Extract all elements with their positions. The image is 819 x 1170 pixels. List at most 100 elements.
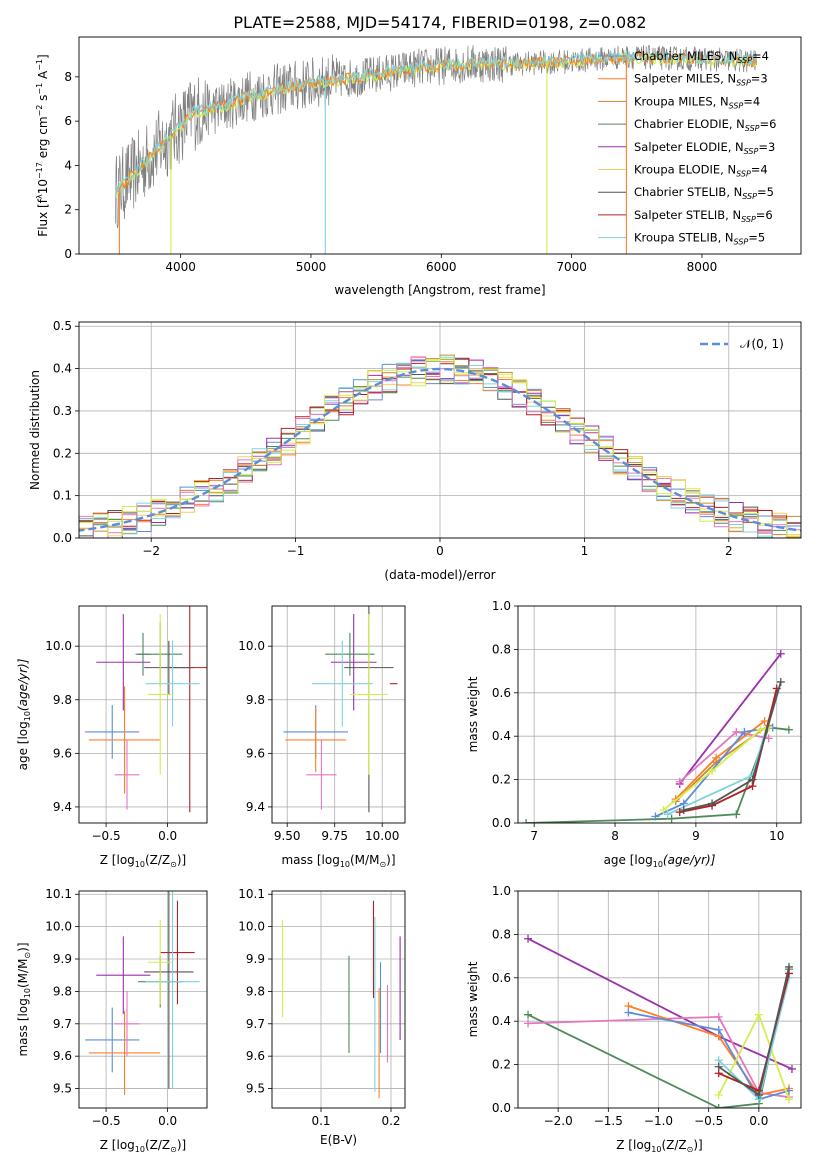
legend-text: Chabrier ELODIE, N bbox=[634, 117, 745, 131]
y-tick-label: 1.0 bbox=[492, 884, 511, 898]
y-axis-label: age [log10(age/yr)] bbox=[16, 658, 32, 770]
y-tick-label: 0.0 bbox=[492, 816, 511, 830]
legend-entry: Salpeter MILES, NSSP=3 bbox=[634, 72, 768, 88]
legend-suffix: =6 bbox=[756, 208, 773, 222]
label-part: (Z/Z bbox=[145, 1138, 170, 1152]
axes-frame bbox=[78, 605, 208, 824]
series-marker bbox=[714, 1012, 723, 1021]
series-line bbox=[527, 937, 793, 1070]
figure-title: PLATE=2588, MJD=54174, FIBERID=0198, z=0… bbox=[233, 13, 646, 32]
label-part: A bbox=[36, 70, 50, 83]
y-tick-label: 1.0 bbox=[492, 599, 511, 613]
label-part: λ bbox=[35, 194, 44, 199]
gaussian-reference bbox=[79, 367, 801, 532]
label-part: 10 bbox=[135, 1145, 145, 1154]
y-tick-label: 10.1 bbox=[238, 887, 265, 901]
legend-sub: SSP bbox=[744, 147, 759, 156]
x-tick-label: −2 bbox=[142, 544, 160, 558]
x-tick-label: 0.0 bbox=[158, 1114, 177, 1128]
label-part: −2 bbox=[35, 105, 44, 117]
legend-sub: SSP bbox=[729, 101, 744, 110]
label-part: erg cm bbox=[36, 116, 50, 162]
x-tick-label: −0.5 bbox=[92, 829, 121, 843]
label-part: Z [log bbox=[616, 1138, 651, 1152]
x-tick-label: 0 bbox=[436, 544, 444, 558]
x-tick-label: 8000 bbox=[687, 260, 718, 274]
y-tick-label: 0.2 bbox=[53, 446, 72, 460]
x-tick-label: −1 bbox=[287, 544, 305, 558]
axes-frame bbox=[271, 605, 406, 824]
label-part: Z [log bbox=[100, 1138, 135, 1152]
legend-text: Chabrier STELIB, N bbox=[634, 185, 742, 199]
label-part: age [log bbox=[604, 853, 653, 867]
y-tick-label: 9.6 bbox=[246, 746, 265, 760]
series-line bbox=[678, 653, 782, 785]
plot-area bbox=[281, 900, 401, 1099]
legend-sub: SSP bbox=[736, 170, 751, 179]
series-line bbox=[628, 1011, 790, 1101]
plot-area bbox=[283, 606, 398, 813]
x-axis-label: age [log10(age/yr)] bbox=[604, 853, 716, 869]
plot-area bbox=[85, 891, 200, 1096]
y-tick-label: 9.6 bbox=[246, 1049, 265, 1063]
y-tick-label: 6 bbox=[64, 114, 72, 128]
x-tick-label: 0.1 bbox=[311, 1114, 330, 1128]
axes-frame bbox=[78, 36, 802, 255]
x-tick-label: 9.50 bbox=[274, 829, 301, 843]
y-tick-label: 9.6 bbox=[53, 746, 72, 760]
series-marker bbox=[764, 734, 773, 743]
plot-area bbox=[79, 354, 801, 538]
x-tick-label: 8 bbox=[611, 829, 619, 843]
series-marker bbox=[524, 1010, 533, 1019]
series-marker bbox=[784, 962, 793, 971]
legend-suffix: =4 bbox=[752, 49, 769, 63]
series-marker bbox=[663, 810, 672, 819]
x-axis-label: E(B-V) bbox=[320, 1133, 357, 1147]
legend-sub: SSP bbox=[741, 215, 756, 224]
series-marker bbox=[732, 727, 741, 736]
y-tick-label: 0.4 bbox=[53, 362, 72, 376]
residual-histogram bbox=[79, 358, 801, 538]
legend-suffix: =5 bbox=[757, 185, 774, 199]
series-line bbox=[662, 726, 769, 811]
legend-text: Chabrier MILES, N bbox=[634, 49, 737, 63]
x-axis-label: Z [log10(Z/Z⊙)] bbox=[616, 1138, 702, 1154]
series-marker bbox=[732, 810, 741, 819]
series-marker bbox=[776, 677, 785, 686]
y-tick-label: 9.6 bbox=[53, 1049, 72, 1063]
label-part: (M/M bbox=[350, 853, 379, 867]
y-tick-label: 9.4 bbox=[53, 800, 72, 814]
y-tick-label: 10.0 bbox=[238, 920, 265, 934]
y-tick-label: 0.1 bbox=[53, 489, 72, 503]
x-tick-label: 7 bbox=[530, 829, 538, 843]
label-part: Flux [f bbox=[36, 198, 50, 236]
label-part: )] bbox=[16, 942, 30, 951]
y-axis-label: Flux [fλ10−17 erg cm−2 s−1 A−1] bbox=[35, 54, 50, 236]
series-marker bbox=[524, 934, 533, 943]
label-part: 10 bbox=[651, 1145, 661, 1154]
line-panel-massweight_vs_Z: −2.0 −1.5 −1.0 −0.5 0.0 0.0 0.2 0.4 0.6 0.8 1.0 Z [… bbox=[466, 884, 802, 1154]
legend-suffix: =4 bbox=[751, 163, 768, 177]
x-tick-label: 0.2 bbox=[381, 1114, 400, 1128]
legend-entry: Kroupa MILES, NSSP=4 bbox=[634, 94, 760, 110]
legend-text: Kroupa ELODIE, N bbox=[634, 163, 736, 177]
y-tick-label: 9.4 bbox=[246, 800, 265, 814]
label-part: age [log bbox=[16, 721, 30, 770]
series-marker bbox=[754, 1090, 763, 1099]
series-marker bbox=[708, 766, 717, 775]
y-tick-label: 9.5 bbox=[246, 1082, 265, 1096]
x-axis-label: Z [log10(Z/Z⊙)] bbox=[100, 1138, 186, 1154]
legend-suffix: =4 bbox=[743, 94, 760, 108]
legend-entry: Chabrier ELODIE, NSSP=6 bbox=[634, 117, 776, 133]
x-tick-label: 10.00 bbox=[365, 829, 399, 843]
label-part: 10 bbox=[23, 988, 32, 998]
series-marker bbox=[714, 1090, 723, 1099]
label-part: ⊙ bbox=[170, 1145, 177, 1154]
label-part: −17 bbox=[35, 162, 44, 179]
series-marker bbox=[714, 1062, 723, 1071]
series-marker bbox=[714, 1025, 723, 1034]
model-spectrum bbox=[114, 50, 758, 193]
y-tick-label: 9.8 bbox=[246, 984, 265, 998]
series-marker bbox=[784, 725, 793, 734]
legend-suffix: =3 bbox=[758, 140, 775, 154]
